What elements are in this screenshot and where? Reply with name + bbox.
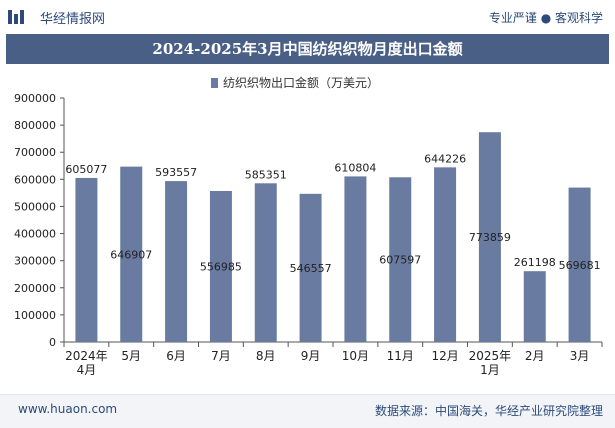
bar: [344, 176, 367, 342]
y-tick-label: 800000: [14, 119, 56, 132]
y-tick-label: 700000: [14, 146, 56, 159]
y-tick-label: 100000: [14, 309, 56, 322]
y-tick-label: 200000: [14, 282, 56, 295]
x-tick-label: 2025年: [469, 349, 512, 363]
bar: [434, 167, 457, 342]
data-label: 585351: [245, 168, 287, 181]
x-tick-label: 3月: [570, 349, 590, 363]
y-tick-label: 300000: [14, 255, 56, 268]
y-tick-label: 900000: [14, 92, 56, 105]
top-bar: 华经情报网 专业严谨 ● 客观科学: [0, 0, 615, 34]
legend-swatch: [211, 78, 218, 88]
y-tick-label: 400000: [14, 228, 56, 241]
data-label: 773859: [469, 231, 511, 244]
site-name: 华经情报网: [40, 12, 106, 27]
data-label: 546557: [290, 262, 332, 275]
bar: [254, 183, 277, 342]
x-tick-label: 1月: [480, 363, 500, 377]
x-tick-label: 6月: [166, 349, 186, 363]
bar: [478, 132, 501, 342]
data-label: 646907: [110, 248, 152, 261]
y-tick-label: 600000: [14, 173, 56, 186]
slogan: 专业严谨 ● 客观科学: [488, 11, 603, 25]
logo-icon: [8, 10, 24, 24]
bar: [75, 177, 98, 342]
bar-chart: 纺织织物出口金额（万美元） 0 100000 200000 300000 400000 50…: [14, 75, 603, 377]
footer: www.huaon.com 数据来源：中国海关，华经产业研究院整理: [0, 394, 615, 428]
bar: [523, 271, 546, 342]
bar: [389, 177, 412, 342]
bar: [299, 193, 322, 342]
data-label: 607597: [379, 254, 421, 267]
x-tick-label: 9月: [301, 349, 321, 363]
x-tick-label: 4月: [77, 363, 97, 377]
bar: [568, 187, 591, 342]
chart-title: 2024-2025年3月中国纺织织物月度出口金额: [6, 34, 609, 64]
data-label: 556985: [200, 260, 242, 273]
x-tick-label: 11月: [387, 349, 414, 363]
data-label: 261198: [514, 256, 556, 269]
data-label: 644226: [424, 152, 466, 165]
x-tick-label: 10月: [342, 349, 369, 363]
data-source: 数据来源：中国海关，华经产业研究院整理: [374, 404, 603, 418]
x-tick-label: 2月: [525, 349, 545, 363]
x-tick-label: 8月: [256, 349, 276, 363]
x-tick-label: 5月: [121, 349, 141, 363]
y-tick-label: 0: [49, 336, 56, 349]
data-label: 593557: [155, 166, 197, 179]
bar: [165, 181, 188, 342]
footer-url: www.huaon.com: [18, 402, 118, 416]
bar: [209, 190, 232, 342]
x-tick-label: 12月: [431, 349, 458, 363]
legend-label: 纺织织物出口金额（万美元）: [223, 75, 379, 90]
y-tick-label: 500000: [14, 200, 56, 213]
bar: [120, 166, 143, 342]
data-label: 569681: [559, 259, 601, 272]
data-label: 610804: [334, 161, 376, 174]
x-tick-label: 2024年: [65, 349, 108, 363]
x-tick-label: 7月: [211, 349, 231, 363]
data-label: 605077: [65, 163, 107, 176]
